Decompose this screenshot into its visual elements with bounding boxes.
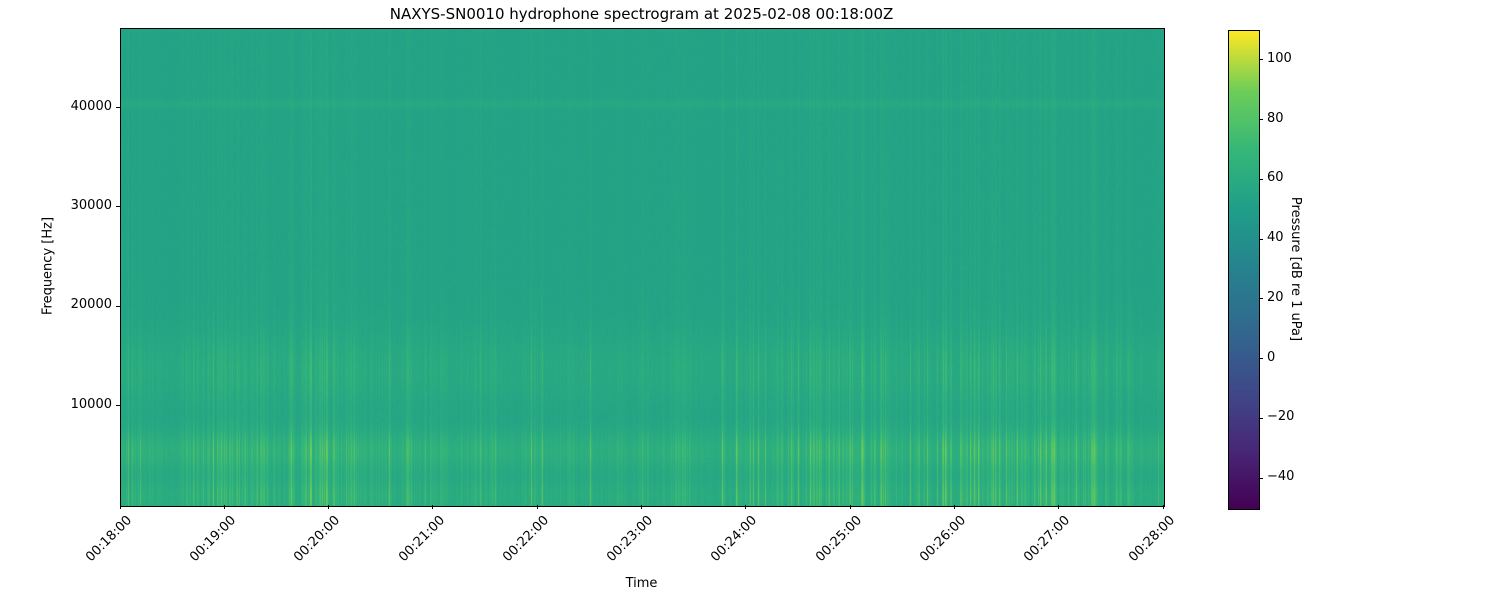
colorbar-tick-label: 100 bbox=[1267, 50, 1292, 66]
x-tick-label: 00:21:00 bbox=[395, 513, 448, 565]
y-tick-mark bbox=[116, 305, 120, 307]
x-tick-label: 00:18:00 bbox=[82, 513, 135, 565]
x-tick-mark bbox=[328, 505, 330, 509]
plot-area bbox=[120, 28, 1165, 507]
colorbar-tick-label: −40 bbox=[1267, 469, 1295, 485]
x-tick-label: 00:25:00 bbox=[812, 513, 865, 565]
x-tick-mark bbox=[432, 505, 434, 509]
colorbar-tick-label: 20 bbox=[1267, 289, 1284, 305]
colorbar-tick-label: 80 bbox=[1267, 110, 1284, 126]
x-tick-mark bbox=[536, 505, 538, 509]
colorbar-tick-mark bbox=[1259, 358, 1263, 360]
x-tick-label: 00:19:00 bbox=[187, 513, 239, 565]
colorbar-tick-label: −20 bbox=[1267, 409, 1295, 425]
colorbar bbox=[1228, 30, 1260, 510]
y-tick-label: 30000 bbox=[70, 197, 112, 213]
x-tick-label: 00:28:00 bbox=[1125, 513, 1178, 565]
colorbar-label: Pressure [dB re 1 uPa] bbox=[1288, 196, 1303, 342]
x-tick-label: 00:20:00 bbox=[291, 513, 344, 565]
x-tick-mark bbox=[745, 505, 747, 509]
x-tick-mark bbox=[641, 505, 642, 509]
colorbar-tick-mark bbox=[1259, 238, 1263, 240]
colorbar-tick-label: 60 bbox=[1267, 170, 1284, 186]
colorbar-tick-mark bbox=[1259, 59, 1263, 61]
y-tick-mark bbox=[116, 405, 120, 407]
x-tick-mark bbox=[1058, 505, 1060, 509]
colorbar-tick-mark bbox=[1259, 298, 1263, 300]
y-tick-mark bbox=[116, 206, 120, 208]
figure-title: NAXYS-SN0010 hydrophone spectrogram at 2… bbox=[389, 5, 894, 23]
colorbar-tick-mark bbox=[1259, 178, 1263, 180]
x-tick-mark bbox=[1162, 505, 1164, 509]
x-tick-mark bbox=[119, 505, 121, 509]
spectrogram-canvas bbox=[121, 29, 1164, 506]
y-tick-label: 20000 bbox=[70, 297, 112, 313]
colorbar-tick-mark bbox=[1259, 119, 1263, 121]
x-tick-mark bbox=[849, 505, 851, 509]
colorbar-tick-mark bbox=[1259, 417, 1263, 419]
colorbar-tick-label: 40 bbox=[1267, 230, 1284, 246]
x-axis-label: Time bbox=[625, 576, 658, 591]
x-tick-label: 00:24:00 bbox=[708, 513, 761, 565]
x-tick-mark bbox=[223, 505, 225, 509]
x-tick-label: 00:23:00 bbox=[604, 513, 657, 565]
y-tick-mark bbox=[116, 107, 120, 108]
y-tick-label: 40000 bbox=[70, 98, 112, 114]
y-tick-label: 10000 bbox=[70, 396, 112, 412]
colorbar-tick-mark bbox=[1259, 477, 1263, 479]
colorbar-canvas bbox=[1229, 31, 1259, 509]
x-tick-label: 00:27:00 bbox=[1021, 513, 1074, 565]
colorbar-tick-label: 0 bbox=[1267, 349, 1276, 365]
x-tick-label: 00:22:00 bbox=[499, 513, 552, 565]
x-tick-label: 00:26:00 bbox=[917, 513, 970, 565]
x-tick-mark bbox=[953, 505, 955, 509]
